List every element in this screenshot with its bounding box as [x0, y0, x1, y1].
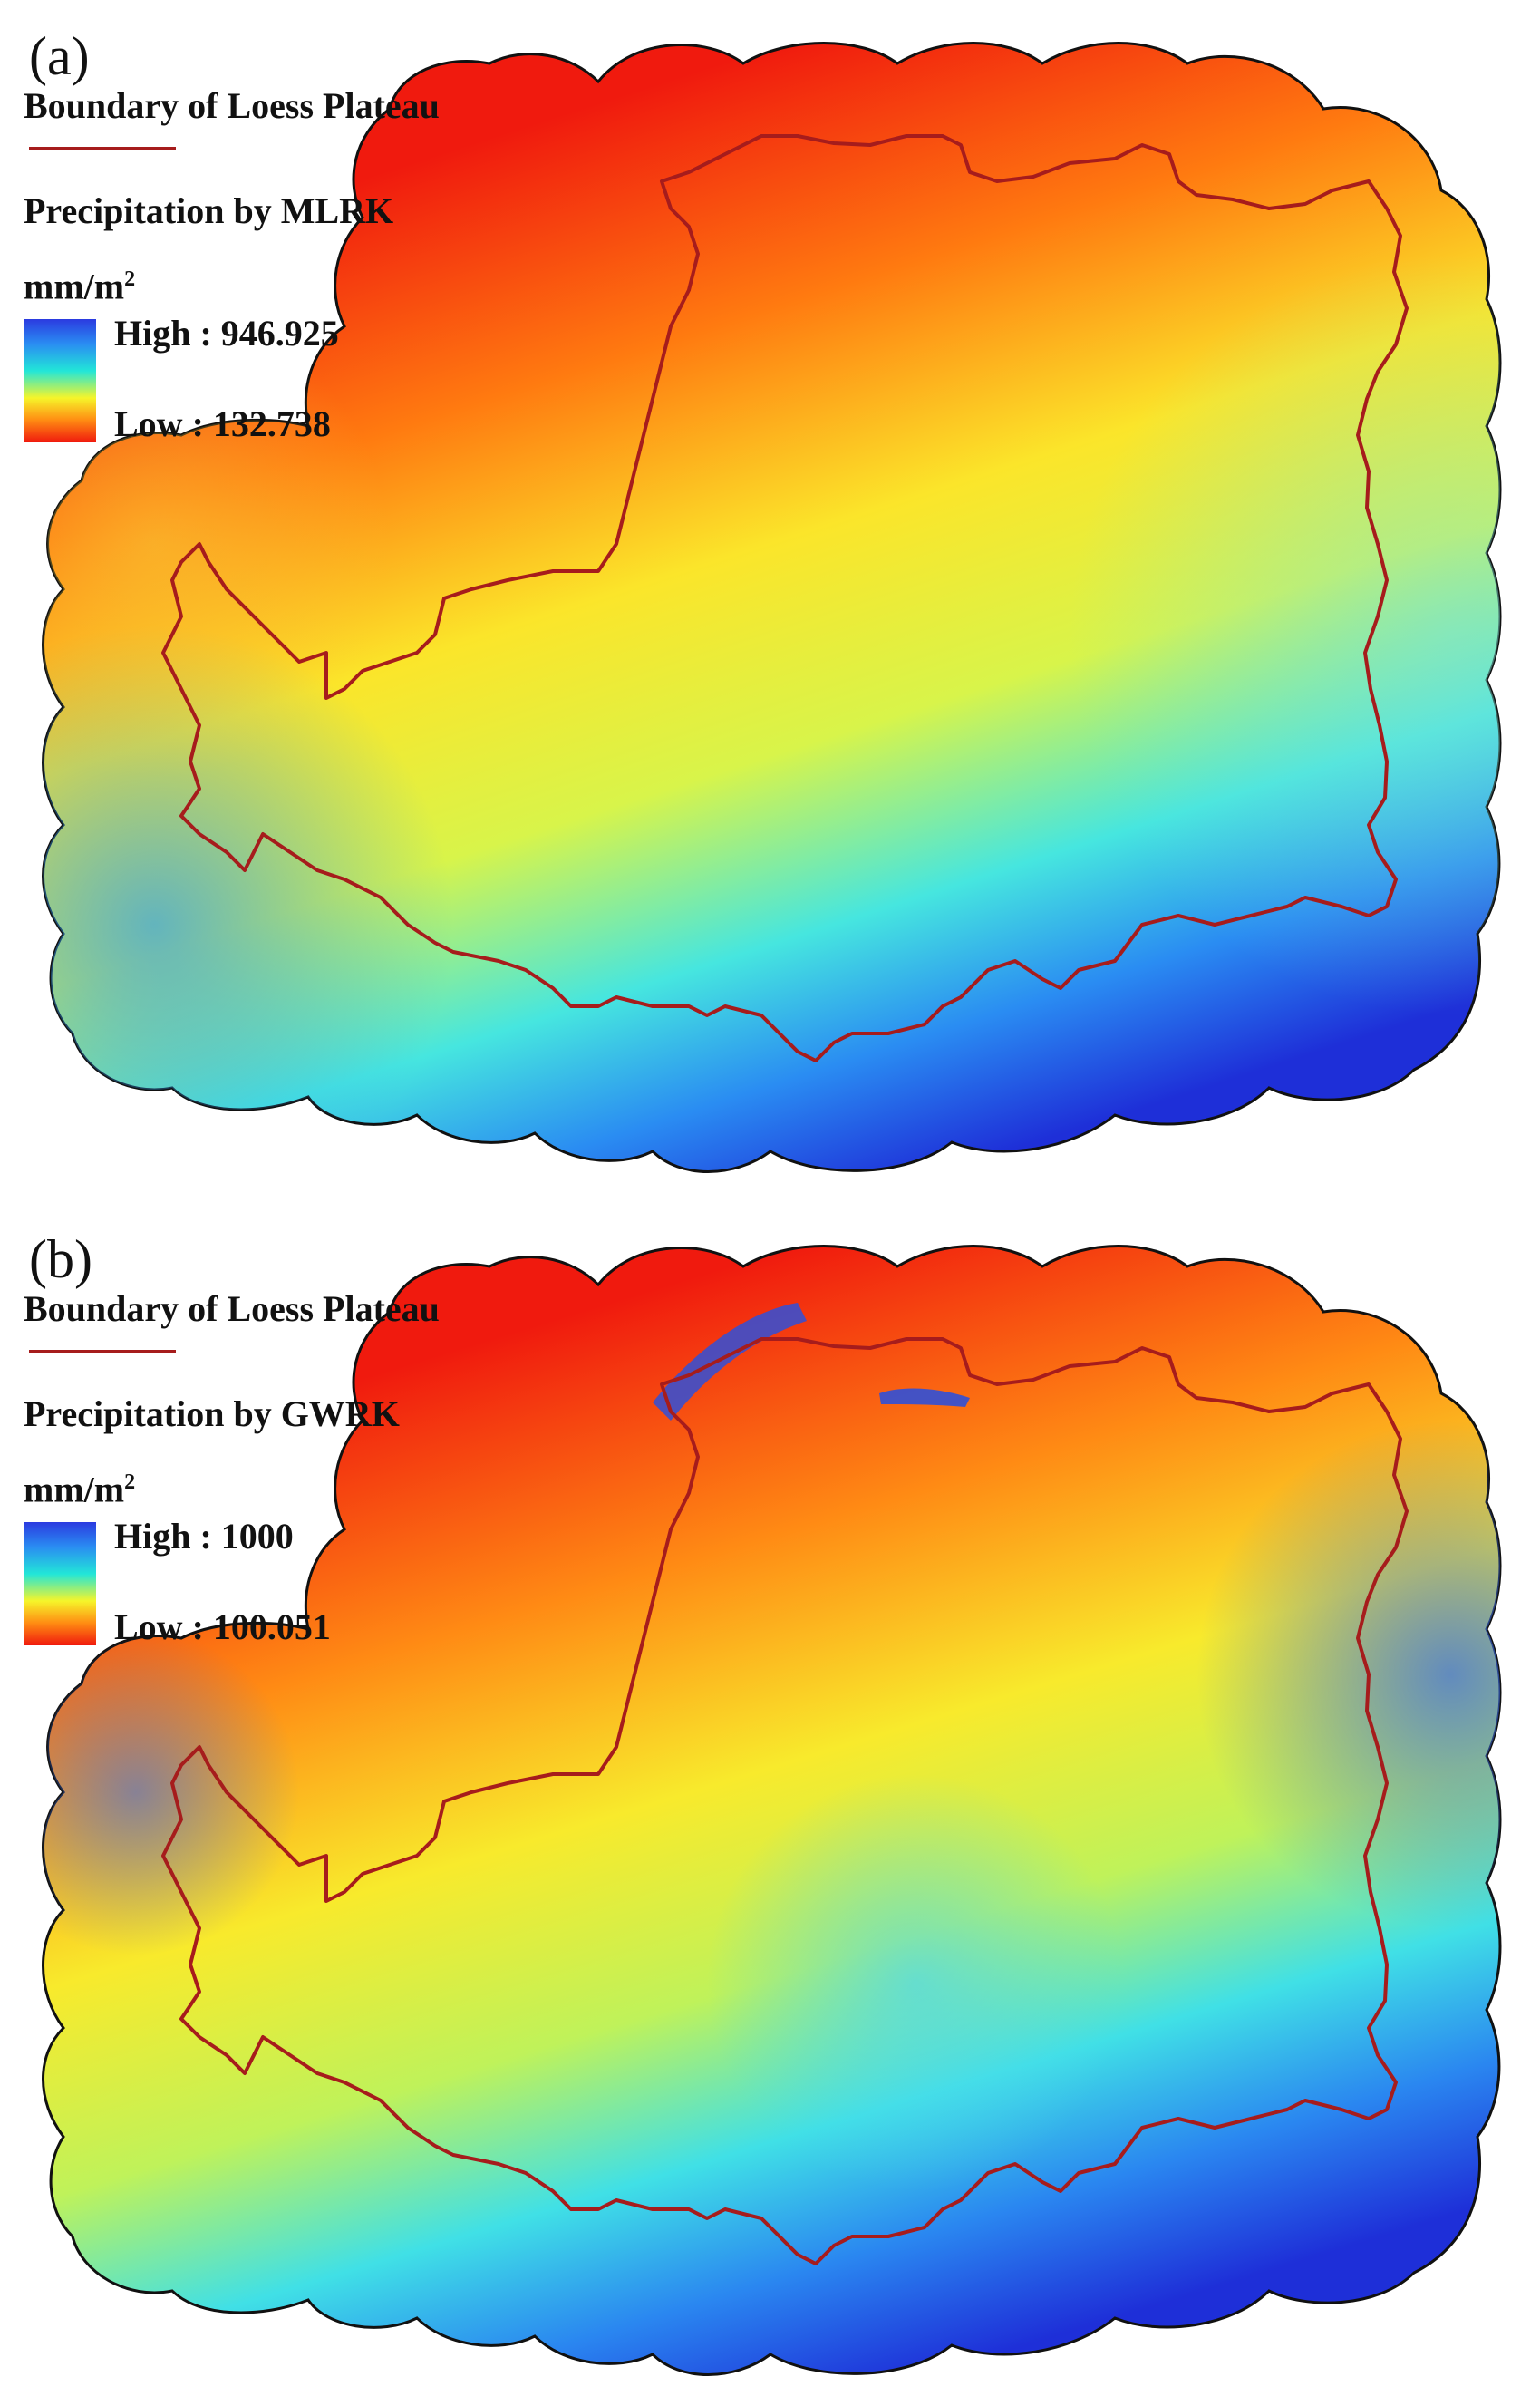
high-value-label: High : 1000: [114, 1516, 294, 1557]
color-ramp: [24, 1522, 96, 1646]
boundary-legend-label: Boundary of Loess Plateau: [24, 1288, 440, 1329]
unit-label: mm/m2: [24, 266, 136, 307]
high-value-label: High : 946.925: [114, 313, 339, 354]
low-value-label: Low : 132.738: [114, 403, 331, 445]
precipitation-map-b: [42, 1245, 1502, 2376]
panel-label: (a): [29, 26, 90, 86]
ridge-feature-east: [879, 1388, 970, 1407]
boundary-legend-label: Boundary of Loess Plateau: [24, 85, 440, 126]
loess-plateau-boundary-b: [161, 1337, 1409, 2265]
low-value-label: Low : 100.051: [114, 1606, 331, 1648]
mountain-ridge-feature: [653, 1303, 807, 1421]
color-ramp-row: High : 1000 Low : 100.051: [24, 1515, 531, 1647]
loess-plateau-boundary-a: [161, 134, 1409, 1062]
map-legend: Boundary of Loess Plateau Precipitation …: [24, 1286, 531, 1647]
map-panel-b: (b) Boundary of Loess Plateau Precipitat…: [0, 1203, 1540, 2406]
panel-label: (b): [29, 1229, 92, 1289]
precipitation-legend-title: Precipitation by GWRK: [24, 1393, 400, 1434]
map-panel-a: (a) Boundary of Loess Plateau Precipitat…: [24, 26, 1502, 1173]
precipitation-map-a: [42, 42, 1502, 1173]
color-ramp-row: High : 946.925 Low : 132.738: [24, 312, 531, 444]
map-legend: Boundary of Loess Plateau Precipitation …: [24, 83, 531, 444]
boundary-line-swatch: [29, 1350, 176, 1353]
unit-label: mm/m2: [24, 1469, 136, 1510]
color-ramp: [24, 319, 96, 443]
boundary-line-swatch: [29, 147, 176, 150]
precipitation-legend-title: Precipitation by MLRK: [24, 190, 394, 231]
